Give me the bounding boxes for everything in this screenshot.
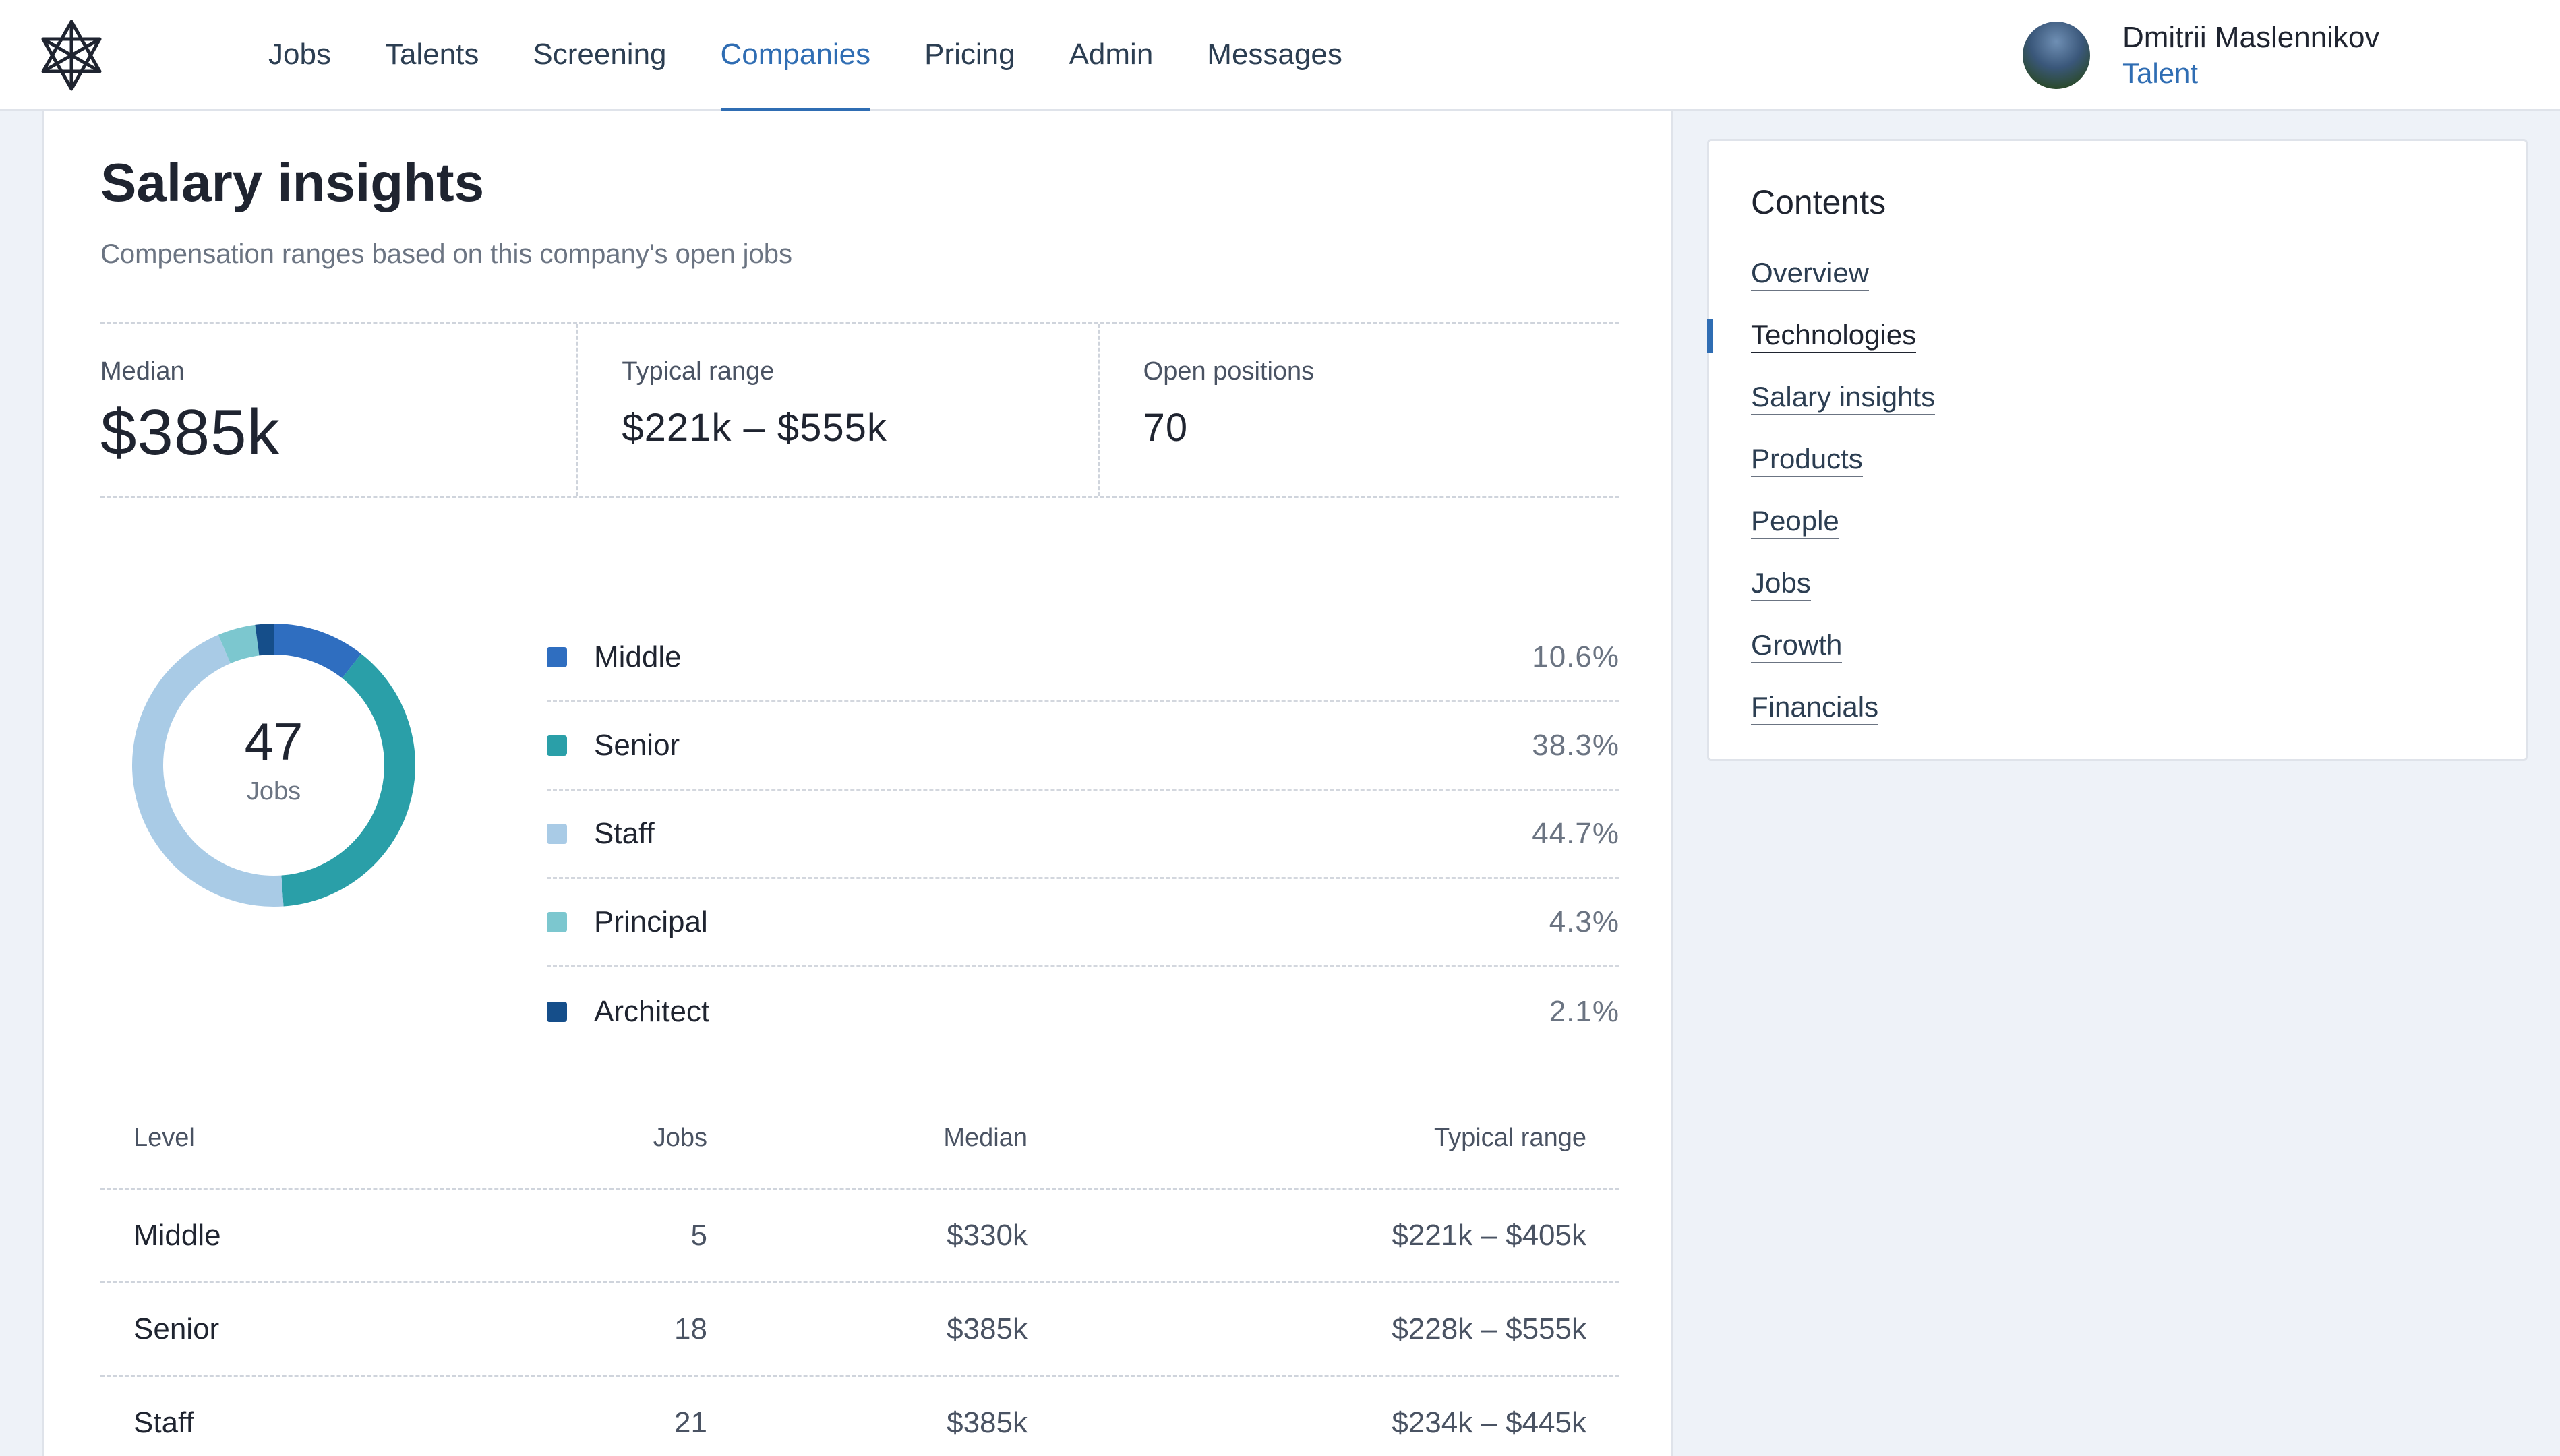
stat-typical-range-value: $221k – $555k	[622, 406, 887, 450]
section-subtitle: Compensation ranges based on this compan…	[100, 239, 793, 269]
main-nav: Jobs Talents Screening Companies Pricing…	[268, 0, 1396, 112]
legend-swatch	[547, 735, 567, 756]
legend-swatch	[547, 647, 567, 667]
logo-icon[interactable]	[39, 19, 104, 92]
donut-total: 47	[244, 712, 303, 771]
donut-total-label: Jobs	[246, 777, 301, 806]
legend-value: 44.7%	[1532, 817, 1619, 850]
user-info: Dmitrii Maslennikov Talent	[2122, 20, 2379, 91]
toc-link-label: Salary insights	[1751, 381, 1936, 415]
chart-legend: Middle 10.6% Senior 38.3% Staff 44.7% Principa…	[547, 640, 1619, 1100]
cell-jobs: 5	[690, 1219, 707, 1252]
nav-messages[interactable]: Messages	[1207, 38, 1342, 71]
stat-open-positions-value: 70	[1143, 406, 1189, 450]
user-menu[interactable]: Dmitrii Maslennikov Talent	[2023, 20, 2379, 90]
cell-median: $385k	[947, 1312, 1028, 1345]
donut-slice-staff	[132, 634, 284, 907]
cell-range: $234k – $445k	[1392, 1406, 1586, 1439]
contents-list: Overview Technologies Salary insights Pr…	[1707, 242, 2526, 738]
table-header: Level Jobs Median Typical range	[100, 1089, 1619, 1190]
stat-median: Median $385k	[100, 324, 576, 496]
nav-pricing[interactable]: Pricing	[924, 38, 1015, 71]
legend-label: Architect	[594, 994, 710, 1028]
legend-swatch	[547, 912, 567, 932]
toc-link-growth[interactable]: Growth	[1709, 614, 2526, 676]
donut-svg	[132, 624, 415, 907]
cell-jobs: 18	[674, 1312, 707, 1345]
cell-range: $228k – $555k	[1392, 1312, 1586, 1345]
toc-link-label: Overview	[1751, 257, 1870, 291]
toc-link-technologies[interactable]: Technologies	[1707, 304, 2526, 366]
contents-panel: Contents Overview Technologies Salary in…	[1707, 139, 2528, 761]
table-row: Staff 21 $385k $234k – $445k	[100, 1377, 1619, 1456]
col-header-median: Median	[943, 1124, 1028, 1152]
toc-link-financials[interactable]: Financials	[1709, 676, 2526, 738]
contents-title: Contents	[1751, 183, 1886, 221]
legend-value: 4.3%	[1549, 905, 1619, 938]
toc-link-products[interactable]: Products	[1709, 428, 2526, 490]
cell-median: $330k	[947, 1219, 1028, 1252]
salary-table: Level Jobs Median Typical range Middle 5…	[100, 1089, 1619, 1456]
cell-range: $221k – $405k	[1392, 1219, 1586, 1252]
stat-median-label: Median	[100, 357, 185, 386]
toc-link-label: Products	[1751, 443, 1863, 477]
legend-item-middle: Middle 10.6%	[547, 614, 1619, 702]
legend-swatch	[547, 824, 567, 844]
user-role: Talent	[2122, 57, 2199, 89]
legend-item-principal: Principal 4.3%	[547, 879, 1619, 967]
top-navigation-bar: Jobs Talents Screening Companies Pricing…	[0, 0, 2560, 112]
nav-jobs[interactable]: Jobs	[268, 38, 331, 71]
toc-link-label: Growth	[1751, 629, 1843, 663]
toc-link-jobs[interactable]: Jobs	[1709, 552, 2526, 614]
stat-open-positions: Open positions 70	[1098, 324, 1619, 496]
donut-slice-middle	[273, 624, 361, 679]
toc-link-salary-insights[interactable]: Salary insights	[1709, 366, 2526, 428]
stat-median-value: $385k	[100, 396, 280, 468]
legend-label: Staff	[594, 817, 655, 850]
stat-typical-range: Typical range $221k – $555k	[576, 324, 1098, 496]
user-name: Dmitrii Maslennikov	[2122, 21, 2380, 54]
avatar[interactable]	[2023, 22, 2090, 89]
toc-link-label: Technologies	[1751, 319, 1917, 353]
donut-slice-principal	[218, 624, 260, 664]
stat-open-positions-label: Open positions	[1143, 357, 1315, 386]
nav-admin[interactable]: Admin	[1069, 38, 1154, 71]
col-header-range: Typical range	[1433, 1124, 1586, 1152]
donut-center: 47 Jobs	[125, 617, 422, 913]
table-row: Middle 5 $330k $221k – $405k	[100, 1190, 1619, 1283]
legend-item-staff: Staff 44.7%	[547, 791, 1619, 879]
legend-value: 2.1%	[1549, 994, 1619, 1028]
section-title: Salary insights	[100, 152, 485, 212]
cell-level: Staff	[133, 1406, 194, 1439]
stat-typical-range-label: Typical range	[622, 357, 775, 386]
legend-value: 38.3%	[1532, 729, 1619, 762]
legend-swatch	[547, 1001, 567, 1022]
legend-label: Principal	[594, 905, 708, 938]
nav-companies[interactable]: Companies	[720, 0, 870, 112]
legend-value: 10.6%	[1532, 640, 1619, 673]
cell-level: Senior	[133, 1312, 220, 1345]
main-panel: Salary insights Compensation ranges base…	[42, 111, 1673, 1456]
cell-jobs: 21	[674, 1406, 707, 1439]
level-donut-chart: 47 Jobs	[125, 617, 422, 913]
legend-label: Senior	[594, 729, 680, 762]
table-row: Senior 18 $385k $228k – $555k	[100, 1283, 1619, 1377]
col-header-level: Level	[133, 1124, 195, 1152]
cell-median: $385k	[947, 1406, 1028, 1439]
toc-link-overview[interactable]: Overview	[1709, 242, 2526, 304]
col-header-jobs: Jobs	[653, 1124, 707, 1152]
donut-slice-architect	[255, 624, 274, 656]
toc-link-label: People	[1751, 505, 1839, 539]
salary-stats: Median $385k Typical range $221k – $555k…	[100, 322, 1619, 498]
toc-link-people[interactable]: People	[1709, 490, 2526, 552]
donut-slice-senior	[281, 653, 415, 907]
nav-screening[interactable]: Screening	[533, 38, 667, 71]
nav-talents[interactable]: Talents	[384, 38, 479, 71]
legend-item-architect: Architect 2.1%	[547, 967, 1619, 1056]
cell-level: Middle	[133, 1219, 221, 1252]
toc-link-label: Jobs	[1751, 567, 1811, 601]
legend-label: Middle	[594, 640, 682, 673]
toc-link-label: Financials	[1751, 691, 1879, 725]
legend-item-senior: Senior 38.3%	[547, 702, 1619, 791]
